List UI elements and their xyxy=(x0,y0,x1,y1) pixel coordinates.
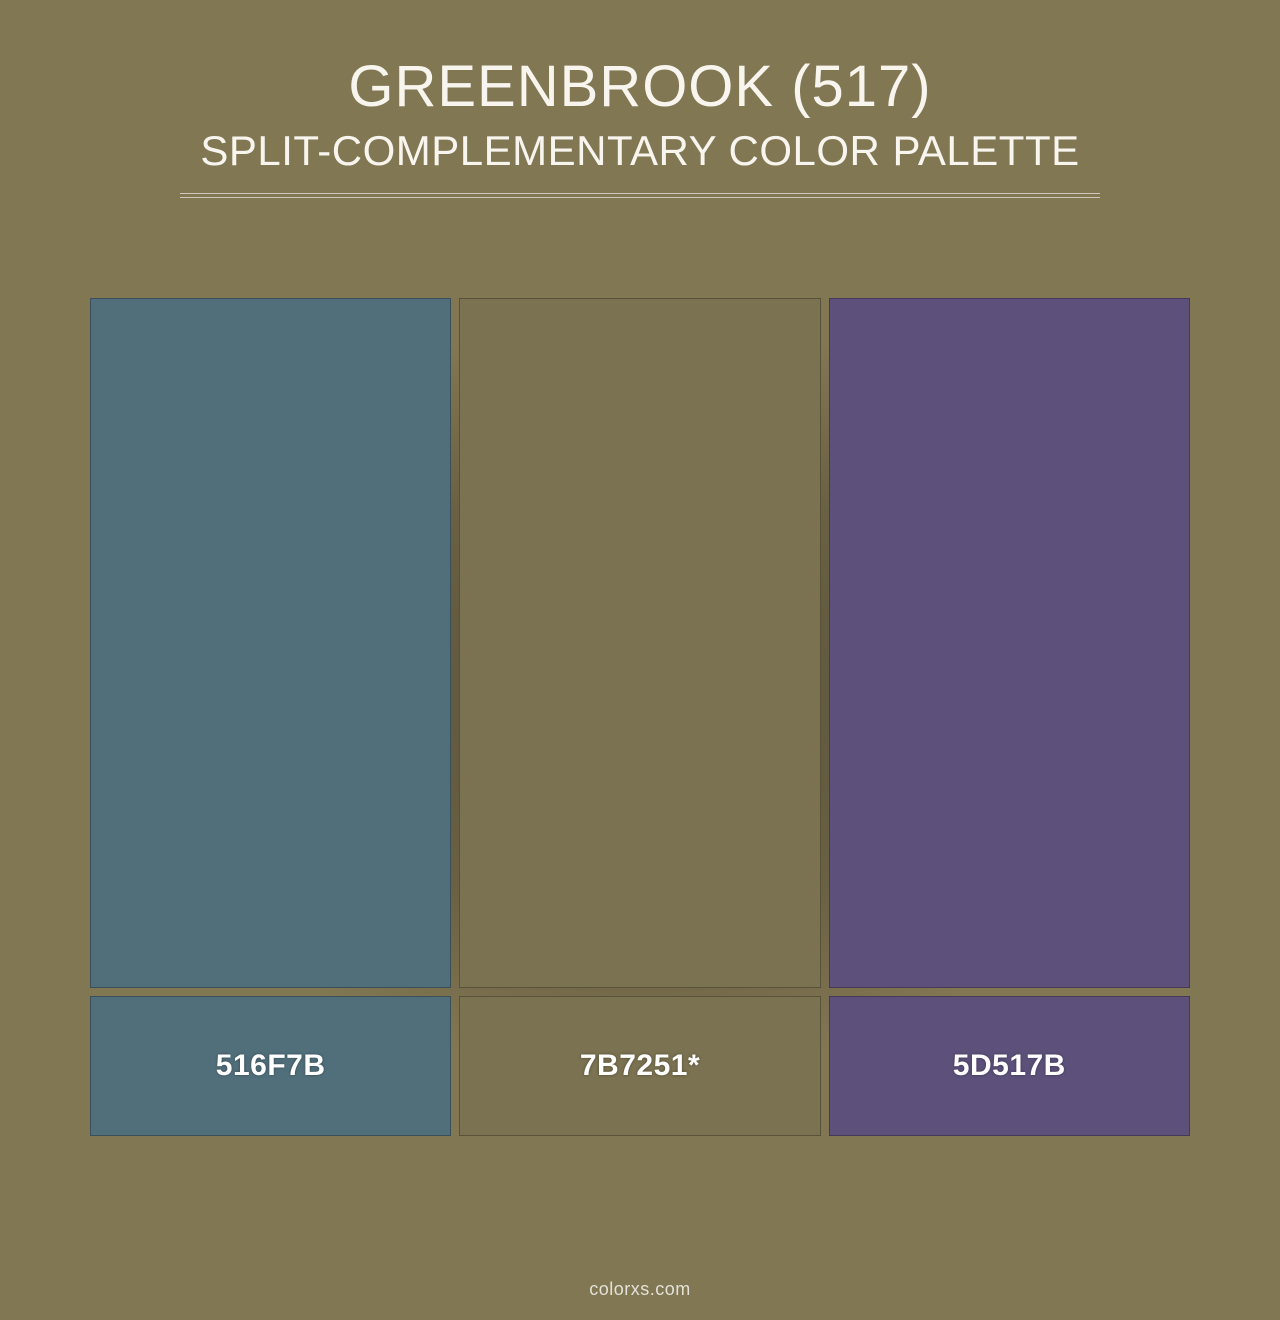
palette-container: 516F7B 7B7251* 5D517B xyxy=(90,298,1190,1136)
swatch-2-hex: 7B7251* xyxy=(580,1049,700,1083)
footer-credit: colorxs.com xyxy=(0,1279,1280,1300)
page-title: GREENBROOK (517) xyxy=(180,55,1100,119)
page: GREENBROOK (517) SPLIT-COMPLEMENTARY COL… xyxy=(0,0,1280,1320)
swatch-3-label: 5D517B xyxy=(829,996,1190,1136)
swatch-2 xyxy=(459,298,820,988)
header-divider xyxy=(180,193,1100,198)
swatch-3-hex: 5D517B xyxy=(953,1049,1066,1083)
swatch-3 xyxy=(829,298,1190,988)
header: GREENBROOK (517) SPLIT-COMPLEMENTARY COL… xyxy=(180,55,1100,175)
swatch-1-hex: 516F7B xyxy=(216,1049,326,1083)
swatch-1-label: 516F7B xyxy=(90,996,451,1136)
swatch-2-label: 7B7251* xyxy=(459,996,820,1136)
swatch-1 xyxy=(90,298,451,988)
palette-grid: 516F7B 7B7251* 5D517B xyxy=(90,298,1190,1136)
page-subtitle: SPLIT-COMPLEMENTARY COLOR PALETTE xyxy=(180,127,1100,175)
